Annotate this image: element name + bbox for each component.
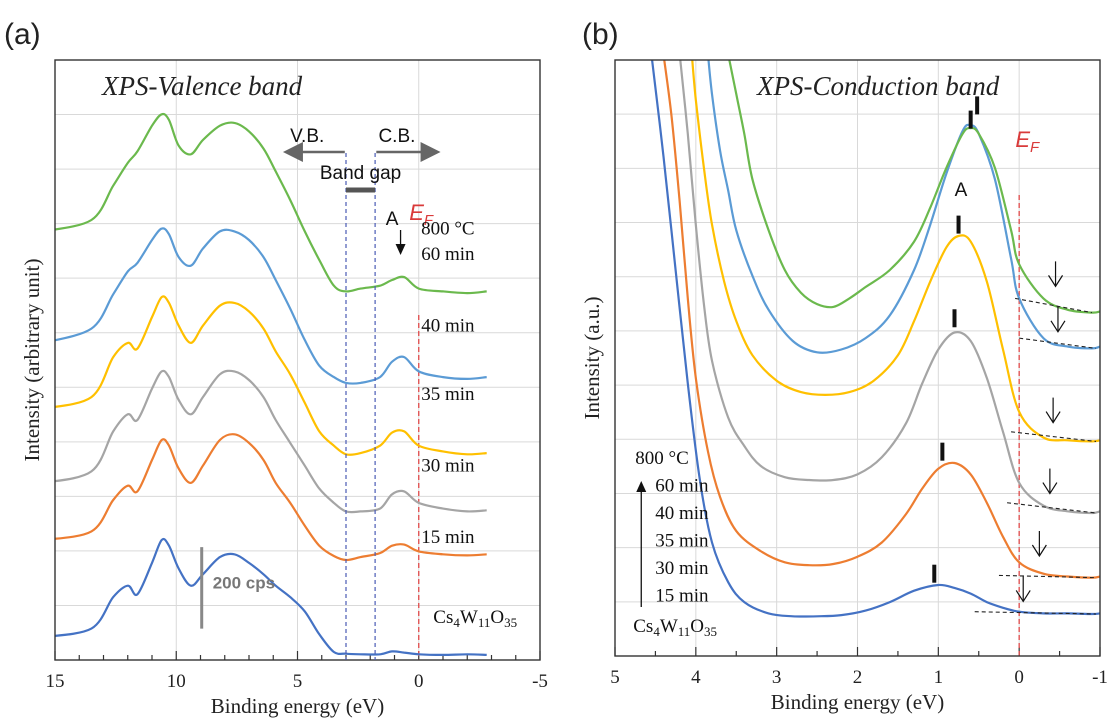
edge-tangent-line xyxy=(1019,337,1097,349)
series-line xyxy=(55,433,487,562)
y-axis-label: Intensity (arbitrary unit) xyxy=(20,259,44,462)
compound-sub: 11 xyxy=(478,615,491,630)
series-line xyxy=(663,60,1100,579)
x-tick-label: -5 xyxy=(532,671,548,692)
edge-tangent-line xyxy=(1011,431,1097,442)
series-line xyxy=(691,60,1100,443)
edge-tangent-line xyxy=(998,574,1096,579)
fermi-sub: F xyxy=(424,212,434,229)
band-gap-label: Band gap xyxy=(320,163,401,184)
peak-a-label: A xyxy=(386,209,399,230)
fermi-sub: F xyxy=(1030,139,1040,156)
legend-arrowhead xyxy=(636,481,647,492)
edge-arrowhead xyxy=(1031,544,1047,558)
compound-label: Cs4W11O35 xyxy=(633,616,717,639)
vb-arrowhead xyxy=(282,142,303,162)
fermi-level-label: EF xyxy=(1015,127,1040,156)
compound-sub: 35 xyxy=(704,624,717,639)
compound-sub: 4 xyxy=(653,624,660,639)
fermi-e: E xyxy=(1015,127,1030,152)
panel-b-letter: (b) xyxy=(582,18,619,51)
series-line xyxy=(707,60,1100,354)
edge-arrowhead xyxy=(1050,320,1066,333)
curve-label: 15 min xyxy=(421,527,475,548)
fermi-e: E xyxy=(409,200,424,225)
cb-arrowhead xyxy=(420,142,441,162)
edge-tangent-line xyxy=(1015,297,1093,314)
compound-part: O xyxy=(490,607,504,628)
curve-label: 35 min xyxy=(421,384,475,405)
compound-sub: 35 xyxy=(504,615,517,630)
x-tick-label: 5 xyxy=(610,667,620,688)
series-line xyxy=(55,112,487,295)
x-tick-label: 5 xyxy=(293,671,303,692)
compound-part: Cs xyxy=(433,607,453,628)
series-line xyxy=(728,60,1100,314)
x-tick-label: -1 xyxy=(1092,667,1108,688)
cb-label: C.B. xyxy=(378,126,415,147)
scale-bar-label: 200 cps xyxy=(213,574,275,593)
x-axis-label: Binding energy (eV) xyxy=(771,690,944,714)
curve-label: 60 min xyxy=(421,244,475,265)
compound-part: Cs xyxy=(633,616,653,637)
legend-line: 40 min xyxy=(655,503,709,524)
peak-a-arrowhead xyxy=(395,244,406,255)
grid-lines xyxy=(55,60,540,660)
panel-b-plot: 5 4 3 2 1 0 -1 Binding energy (eV) Intensity (a.… xyxy=(580,59,1108,714)
compound-part: O xyxy=(690,616,704,637)
axis-ticks xyxy=(54,651,541,660)
series-group xyxy=(55,112,487,656)
x-tick-label: 4 xyxy=(691,667,701,688)
edge-arrowhead xyxy=(1015,590,1031,603)
x-tick-label: 3 xyxy=(772,667,782,688)
legend-line: 800 °C xyxy=(635,448,689,469)
peak-a-label: A xyxy=(955,180,968,201)
legend-line: 15 min xyxy=(655,586,709,607)
plot-title: XPS-Conduction band xyxy=(756,71,1000,101)
legend-line: 60 min xyxy=(655,476,709,497)
curve-label: 800 °C xyxy=(421,218,475,239)
legend-line: 30 min xyxy=(655,558,709,579)
x-tick-label: 0 xyxy=(414,671,424,692)
curve-label: 30 min xyxy=(421,455,475,476)
compound-sub: 11 xyxy=(678,624,691,639)
axis-ticks xyxy=(614,647,1101,656)
series-line xyxy=(650,60,1100,618)
series-line xyxy=(55,537,487,656)
x-tick-label: 10 xyxy=(167,671,186,692)
series-line xyxy=(679,60,1100,515)
fermi-level-label: EF xyxy=(409,200,434,229)
x-tick-label: 2 xyxy=(853,667,863,688)
plot-title: XPS-Valence band xyxy=(101,71,303,101)
edge-arrowhead xyxy=(1042,482,1058,495)
vb-label: V.B. xyxy=(290,126,324,147)
panel-a-letter: (a) xyxy=(4,18,41,51)
compound-part: W xyxy=(460,607,478,628)
legend-line: 35 min xyxy=(655,531,709,552)
x-tick-label: 15 xyxy=(46,671,65,692)
edge-tangent-line xyxy=(974,611,1096,615)
compound-label: Cs4W11O35 xyxy=(433,607,517,630)
series-line xyxy=(55,227,487,385)
compound-part: W xyxy=(660,616,678,637)
curve-label: 40 min xyxy=(421,315,475,336)
series-line xyxy=(55,369,487,514)
x-tick-label: 1 xyxy=(934,667,944,688)
compound-sub: 4 xyxy=(453,615,460,630)
x-tick-label: 0 xyxy=(1014,667,1024,688)
plot-frame xyxy=(614,59,1101,657)
series-group xyxy=(650,60,1100,618)
edge-arrowhead xyxy=(1048,275,1064,288)
x-axis-label: Binding energy (eV) xyxy=(211,694,384,718)
edge-tangent-line xyxy=(1006,502,1097,514)
y-axis-label: Intensity (a.u.) xyxy=(580,296,604,419)
series-line xyxy=(55,295,487,456)
edge-arrowhead xyxy=(1045,411,1061,424)
panel-a-plot: 15 10 5 0 -5 Binding energy (eV) Intensity (ar… xyxy=(20,59,548,718)
plot-frame xyxy=(54,59,541,661)
